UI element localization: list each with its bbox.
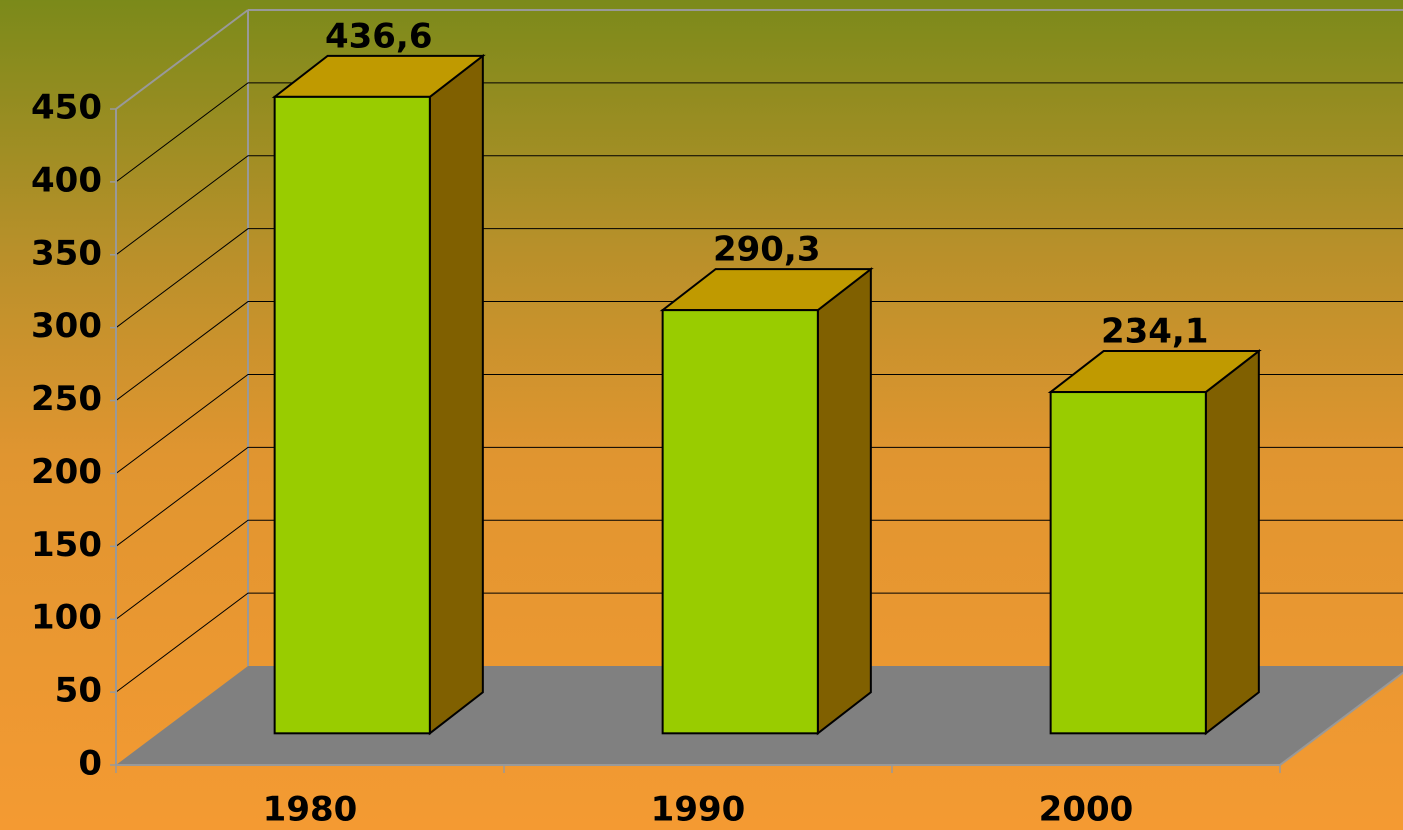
grid-line (115, 82, 1403, 183)
bar (1049, 391, 1207, 735)
grid-line (115, 228, 1403, 329)
data-label: 290,3 (713, 230, 821, 270)
y-tick-label: 150 (31, 525, 102, 565)
y-tick-label: 350 (31, 233, 102, 273)
bar-side (816, 267, 872, 736)
plot-area: 0 50 100 150 200 250 300 350 400 450 1980 436,6 1990… (31, 9, 1403, 830)
floor-right-edge (1279, 671, 1403, 766)
y-tick-label: 200 (31, 452, 102, 492)
grid-line (115, 519, 1403, 620)
y-tick-label: 0 (78, 744, 102, 784)
grid-line (115, 446, 1403, 547)
y-tick-label: 50 (55, 671, 102, 711)
x-tick-label: 1980 (263, 790, 358, 830)
bar (661, 309, 819, 735)
bar-side (428, 53, 484, 736)
y-tick-label: 400 (31, 160, 102, 200)
y-tick-label: 300 (31, 306, 102, 346)
grid-line (115, 155, 1403, 256)
x-tick-label: 1990 (651, 790, 746, 830)
y-tick-label: 450 (31, 88, 102, 128)
grid-line (115, 373, 1403, 474)
grid-line (115, 301, 1403, 401)
grid-line (115, 592, 1403, 693)
y-tick-label: 100 (31, 598, 102, 638)
bar (273, 95, 431, 735)
y-tick-label: 250 (31, 379, 102, 419)
data-label: 234,1 (1101, 312, 1209, 352)
side-wall-top (115, 9, 249, 110)
bar-side (1204, 349, 1260, 736)
data-label: 436,6 (325, 16, 433, 56)
x-tick-label: 2000 (1039, 790, 1134, 830)
